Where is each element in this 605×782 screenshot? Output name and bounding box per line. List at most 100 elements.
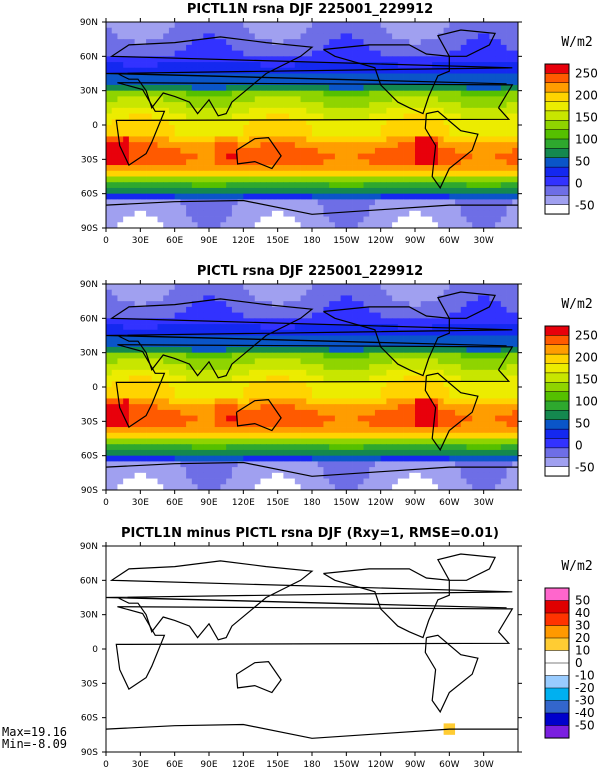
field-cell xyxy=(380,318,387,325)
field-cell xyxy=(306,62,313,69)
field-cell xyxy=(237,312,244,319)
field-cell xyxy=(231,22,239,29)
field-cell xyxy=(426,33,433,40)
field-cell xyxy=(460,335,467,342)
field-cell xyxy=(174,147,181,155)
field-cell xyxy=(146,312,153,319)
field-cell xyxy=(397,39,404,46)
field-cell xyxy=(243,102,250,109)
field-cell xyxy=(140,455,147,462)
field-cell xyxy=(151,153,158,160)
field-cell xyxy=(317,438,324,445)
field-cell xyxy=(123,306,130,314)
field-cell xyxy=(329,102,336,109)
field-cell xyxy=(243,84,250,92)
field-cell xyxy=(243,222,250,229)
field-cell xyxy=(168,67,176,74)
field-cell xyxy=(140,119,147,126)
field-cell xyxy=(128,318,136,325)
field-cell xyxy=(191,329,198,336)
field-cell xyxy=(249,398,256,405)
field-cell xyxy=(300,381,307,388)
field-cell xyxy=(443,22,450,29)
field-cell xyxy=(477,33,485,40)
field-cell xyxy=(123,387,130,394)
field-cell xyxy=(363,84,370,92)
field-cell xyxy=(186,136,193,143)
field-cell xyxy=(191,67,198,74)
field-cell xyxy=(106,50,113,57)
field-cell xyxy=(352,427,359,434)
field-cell xyxy=(203,284,210,291)
field-cell xyxy=(163,329,170,336)
field-cell xyxy=(283,33,290,40)
field-cell xyxy=(117,364,124,371)
field-cell xyxy=(329,438,336,445)
field-cell xyxy=(306,284,313,291)
field-cell xyxy=(346,415,353,422)
field-cell xyxy=(186,96,193,103)
field-cell xyxy=(466,409,473,417)
field-cell xyxy=(249,449,256,457)
field-cell xyxy=(483,364,490,371)
field-cell xyxy=(460,346,467,354)
field-cell xyxy=(180,210,187,217)
field-cell xyxy=(489,312,496,319)
field-cell xyxy=(289,44,296,52)
field-cell xyxy=(123,96,130,103)
field-cell xyxy=(426,96,433,103)
field-cell xyxy=(271,295,279,302)
field-cell xyxy=(214,176,221,183)
field-cell xyxy=(329,199,336,206)
field-cell xyxy=(477,73,485,80)
field-cell xyxy=(186,449,193,457)
field-cell xyxy=(186,404,193,411)
field-cell xyxy=(363,205,370,212)
field-cell xyxy=(128,119,136,126)
field-cell xyxy=(426,73,433,80)
field-cell xyxy=(472,409,479,417)
field-cell xyxy=(352,329,359,336)
field-cell xyxy=(289,193,296,200)
field-cell xyxy=(420,216,427,223)
field-cell xyxy=(357,301,364,308)
field-cell xyxy=(157,358,164,365)
field-cell xyxy=(432,113,439,120)
field-cell xyxy=(483,153,490,160)
field-cell xyxy=(254,444,261,451)
field-cell xyxy=(186,329,193,336)
field-cell xyxy=(283,187,290,195)
field-cell xyxy=(106,159,113,166)
field-cell xyxy=(140,306,147,314)
field-cell xyxy=(174,107,181,114)
field-cell xyxy=(283,409,290,417)
field-cell xyxy=(191,364,198,371)
field-cell xyxy=(500,205,507,212)
field-cell xyxy=(134,455,141,462)
field-cell xyxy=(266,461,273,468)
field-cell xyxy=(306,364,313,371)
field-cell xyxy=(397,301,404,308)
field-cell xyxy=(237,136,244,143)
field-cell xyxy=(300,107,307,114)
field-cell xyxy=(283,205,290,212)
field-cell xyxy=(277,210,284,217)
field-cell xyxy=(340,341,347,348)
field-cell xyxy=(128,301,136,308)
field-cell xyxy=(140,84,147,92)
field-cell xyxy=(220,67,227,74)
field-cell xyxy=(168,415,176,422)
field-cell xyxy=(306,461,313,468)
field-cell xyxy=(346,84,353,92)
field-cell xyxy=(317,56,324,63)
field-cell xyxy=(323,306,330,314)
field-cell xyxy=(140,44,147,52)
field-cell xyxy=(363,409,370,417)
field-cell xyxy=(197,455,204,462)
field-cell xyxy=(317,398,324,405)
field-cell xyxy=(306,421,313,428)
field-cell xyxy=(197,398,204,405)
field-cell xyxy=(271,90,279,97)
field-cell xyxy=(357,153,364,160)
field-cell xyxy=(495,398,502,405)
